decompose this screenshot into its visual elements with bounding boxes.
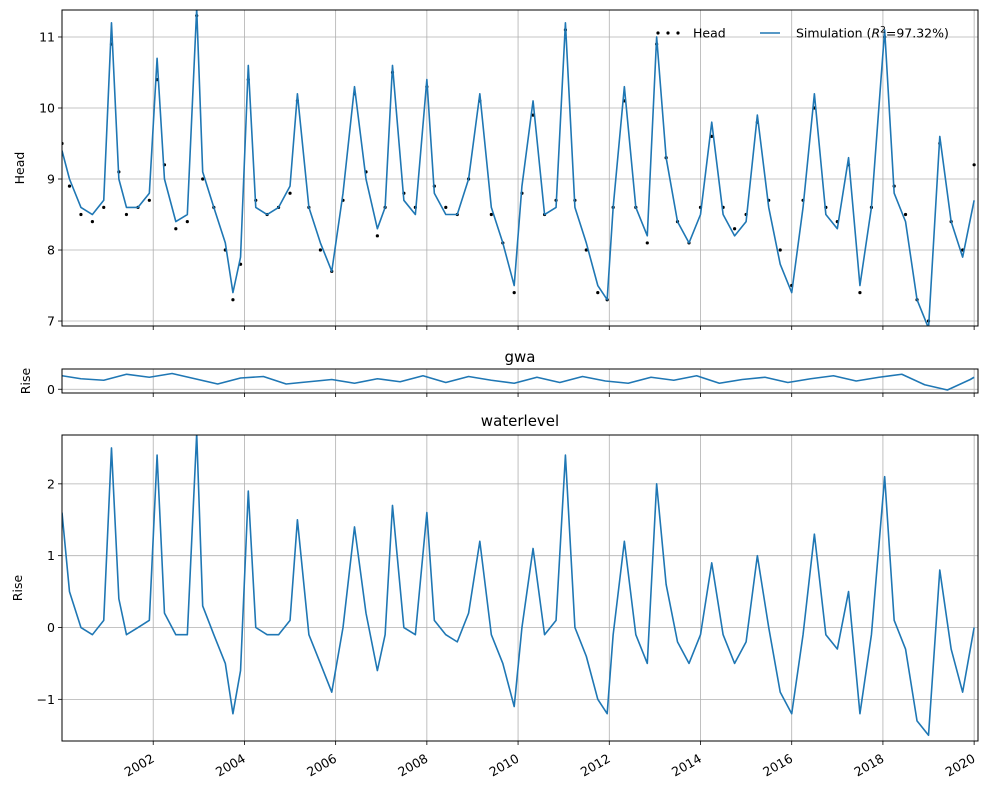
head-axes-frame bbox=[61, 9, 979, 327]
legend: Head Simulation (R2=97.32%) bbox=[656, 26, 949, 41]
waterlevel-series bbox=[62, 435, 975, 737]
head-observation-point bbox=[201, 177, 205, 181]
legend-dot bbox=[676, 31, 680, 35]
y-tick-label: 9 bbox=[47, 172, 55, 187]
head-panel: 7 8 9 10 11 Head Head Simulation (R2=97.32%) bbox=[12, 9, 979, 330]
waterlevel-grid bbox=[62, 435, 978, 741]
head-observation-point bbox=[231, 298, 235, 302]
y-tick-label: 7 bbox=[47, 314, 55, 329]
head-x-ticks bbox=[152, 326, 975, 330]
gwa-series bbox=[62, 372, 975, 391]
head-observation-point bbox=[778, 248, 782, 252]
head-observation-point bbox=[645, 241, 649, 245]
waterlevel-y-ticks: −1 0 1 2 bbox=[37, 476, 62, 707]
head-observation-point bbox=[185, 220, 189, 224]
gwa-x-ticks bbox=[152, 393, 975, 397]
legend-marker-head bbox=[656, 31, 680, 35]
head-observation-point bbox=[858, 291, 862, 295]
head-observation-point bbox=[710, 134, 714, 138]
legend-label-head: Head bbox=[693, 26, 726, 41]
gwa-panel: gwa 0 Rise bbox=[18, 348, 979, 397]
head-observation-point bbox=[79, 212, 83, 217]
head-observation-point bbox=[584, 248, 588, 252]
y-tick-label: 0 bbox=[47, 382, 55, 397]
gwa-grid bbox=[62, 369, 978, 393]
head-series bbox=[62, 10, 976, 326]
head-observation-point bbox=[67, 184, 72, 188]
legend-dot bbox=[656, 31, 660, 35]
head-observation-point bbox=[318, 248, 322, 252]
head-observation-point bbox=[972, 163, 976, 167]
gwa-line bbox=[62, 372, 975, 391]
head-observation-point bbox=[512, 291, 516, 295]
y-tick-label: 8 bbox=[47, 243, 55, 258]
waterlevel-panel-title: waterlevel bbox=[481, 412, 559, 430]
head-observation-point bbox=[174, 227, 178, 231]
head-observation-point bbox=[903, 212, 908, 217]
head-observation-point bbox=[489, 212, 493, 217]
head-y-axis-label: Head bbox=[12, 152, 27, 185]
head-observation-point bbox=[124, 212, 129, 217]
y-tick-label: 1 bbox=[47, 548, 55, 563]
y-tick-label: 11 bbox=[39, 29, 55, 44]
head-observation-point bbox=[733, 227, 737, 231]
head-y-ticks: 7 8 9 10 11 bbox=[39, 29, 62, 329]
head-observation-point bbox=[288, 191, 292, 195]
simulation-line bbox=[62, 10, 975, 326]
head-observation-point bbox=[596, 291, 600, 295]
gwa-y-ticks: 0 bbox=[47, 382, 62, 397]
head-observation-point bbox=[90, 220, 95, 224]
legend-label-simulation: Simulation (R2=97.32%) bbox=[796, 26, 949, 41]
waterlevel-y-axis-label: Rise bbox=[10, 575, 25, 602]
gwa-panel-title: gwa bbox=[505, 348, 536, 366]
y-tick-label: 0 bbox=[47, 620, 55, 635]
head-grid bbox=[62, 10, 978, 326]
waterlevel-axes-frame bbox=[61, 434, 979, 742]
y-tick-label: 2 bbox=[47, 476, 55, 491]
head-observation-point bbox=[444, 205, 448, 210]
waterlevel-line bbox=[62, 435, 975, 737]
head-observation-point bbox=[147, 198, 151, 202]
y-tick-label: −1 bbox=[37, 692, 55, 707]
y-tick-label: 10 bbox=[39, 100, 55, 115]
head-observation-point bbox=[375, 234, 379, 238]
gwa-axes-frame bbox=[61, 368, 979, 394]
head-observation-point bbox=[102, 205, 106, 210]
legend-dot bbox=[666, 31, 670, 35]
gwa-y-axis-label: Rise bbox=[18, 368, 33, 395]
waterlevel-x-ticks bbox=[152, 741, 975, 745]
